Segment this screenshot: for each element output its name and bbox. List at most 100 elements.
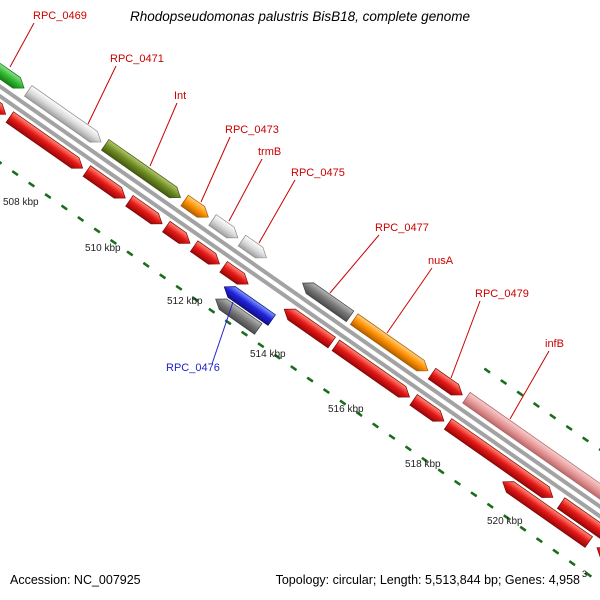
leader-line-trmB [228, 158, 263, 222]
gene-label-RPC_0477[interactable]: RPC_0477 [375, 222, 429, 234]
minor-tick [323, 388, 330, 394]
minor-tick [77, 216, 85, 222]
minor-tick [142, 262, 150, 268]
gene-label-trmB[interactable]: trmB [258, 146, 281, 158]
minor-tick [241, 330, 248, 337]
minor-tick [110, 239, 117, 245]
gene-RPC_0476-cds[interactable] [221, 281, 276, 326]
leader-lines [9, 22, 550, 420]
gene-reverse-a[interactable] [499, 476, 593, 548]
minor-tick [93, 227, 101, 234]
gene-Int-b[interactable] [125, 195, 166, 230]
scale-label-508-kbp: 508 kbp [3, 197, 39, 208]
figure-title: Rhodopseudomonas palustris BisB18, compl… [130, 9, 470, 24]
scale-labels: 508 kbp 510 kbp 512 kbp 514 kbp 516 kbp 518 k… [3, 197, 523, 527]
gene-reverse-b[interactable] [593, 542, 600, 597]
gene-trmB-cds[interactable] [208, 214, 242, 243]
status-summary: Topology: circular; Length: 5,513,844 bp… [276, 573, 580, 587]
gene-RPC_0471-cds[interactable] [23, 85, 104, 148]
gene-infB-b[interactable] [556, 497, 600, 583]
minor-tick [339, 399, 347, 406]
gene-Int-a[interactable] [82, 165, 129, 204]
minor-tick [257, 342, 265, 349]
gene-label-RPC_0473[interactable]: RPC_0473 [225, 124, 279, 136]
leader-line-Int [149, 102, 178, 167]
minor-tick [470, 491, 478, 498]
gene-RPC_0477[interactable] [280, 304, 336, 349]
gene-label-RPC_0471[interactable]: RPC_0471 [110, 53, 164, 65]
minor-tick [372, 422, 379, 429]
scale-label-518-kbp: 518 kbp [405, 459, 441, 470]
minor-tick [208, 307, 216, 314]
gene-infB-a[interactable] [443, 418, 556, 503]
gene-RPC_0473-cds[interactable] [180, 194, 212, 222]
gene-label-RPC_0476[interactable]: RPC_0476 [166, 362, 220, 374]
minor-tick [568, 560, 576, 566]
gene-label-RPC_0475[interactable]: RPC_0475 [291, 167, 345, 179]
gene-RPC_0473[interactable] [162, 220, 194, 248]
minor-tick [516, 390, 524, 397]
gene-label-RPC_0469[interactable]: RPC_0469 [33, 10, 87, 22]
minor-tick [549, 413, 557, 420]
leader-line-RPC_0479 [450, 300, 481, 379]
scale-label-512-kbp: 512 kbp [167, 296, 203, 307]
gene-RPC_0469-cds[interactable] [0, 40, 28, 93]
leader-line-RPC_0469 [9, 22, 35, 68]
status-accession: Accession: NC_007925 [10, 573, 141, 587]
scale-label-510-kbp: 510 kbp [85, 243, 121, 254]
minor-tick [585, 571, 592, 578]
minor-tick [500, 379, 507, 385]
genome-backbone-line-1 [0, 43, 600, 575]
gene-trmB[interactable] [189, 240, 223, 269]
scale-label-516-kbp: 516 kbp [328, 404, 364, 415]
minor-tick [437, 468, 445, 475]
minor-tick [565, 425, 573, 431]
minor-tick [552, 548, 560, 555]
minor-tick [483, 367, 491, 374]
minor-tick [533, 402, 540, 408]
gene-label-RPC_0479[interactable]: RPC_0479 [475, 288, 529, 300]
leader-line-RPC_0477 [329, 234, 380, 294]
leader-line-RPC_0473 [200, 136, 231, 203]
gene-labels: RPC_0469 RPC_0471 Int RPC_0473 trmB RPC_0475 R… [33, 10, 564, 374]
minor-tick [11, 170, 19, 176]
minor-tick [60, 204, 68, 211]
minor-tick [536, 537, 543, 544]
status-footnote: 3 [582, 569, 587, 579]
leader-line-RPC_0476 [211, 301, 234, 365]
minor-tick [404, 445, 412, 452]
scale-label-520-kbp: 520 kbp [487, 516, 523, 527]
gene-label-nusA[interactable]: nusA [428, 255, 454, 267]
gene-RPC_0471[interactable] [5, 111, 86, 174]
minor-tick [28, 181, 35, 188]
minor-tick [126, 250, 134, 257]
gene-RPC_0475[interactable] [219, 260, 252, 289]
gene-nusA[interactable] [331, 339, 413, 402]
minor-tick [519, 525, 527, 532]
minor-tick [175, 284, 183, 291]
gene-RPC_0479-cds[interactable] [427, 367, 466, 400]
genome-backbone-line-2 [0, 50, 600, 582]
gene-RPC_0475-cds[interactable] [237, 234, 270, 263]
leader-line-infB [509, 350, 550, 420]
minor-tick [159, 273, 166, 280]
gene-RPC_0469[interactable] [0, 67, 9, 120]
leader-line-RPC_0475 [258, 179, 296, 244]
gene-label-infB[interactable]: infB [545, 338, 564, 350]
gene-RPC_0479[interactable] [409, 394, 448, 427]
minor-tick [273, 353, 281, 360]
genome-track [0, 40, 600, 597]
minor-tick [0, 158, 3, 165]
gene-Int-cds[interactable] [100, 138, 184, 202]
minor-tick [388, 434, 396, 440]
minor-tick [503, 514, 511, 521]
leader-line-nusA [386, 267, 433, 334]
gene-infB-cds[interactable] [462, 391, 600, 556]
gene-label-Int[interactable]: Int [174, 90, 186, 102]
gene-RPC_0477-cds[interactable] [299, 278, 355, 323]
minor-tick [191, 296, 199, 303]
minor-tick [306, 376, 314, 383]
gene-nusA-cds[interactable] [349, 313, 431, 376]
minor-tick [582, 436, 589, 443]
